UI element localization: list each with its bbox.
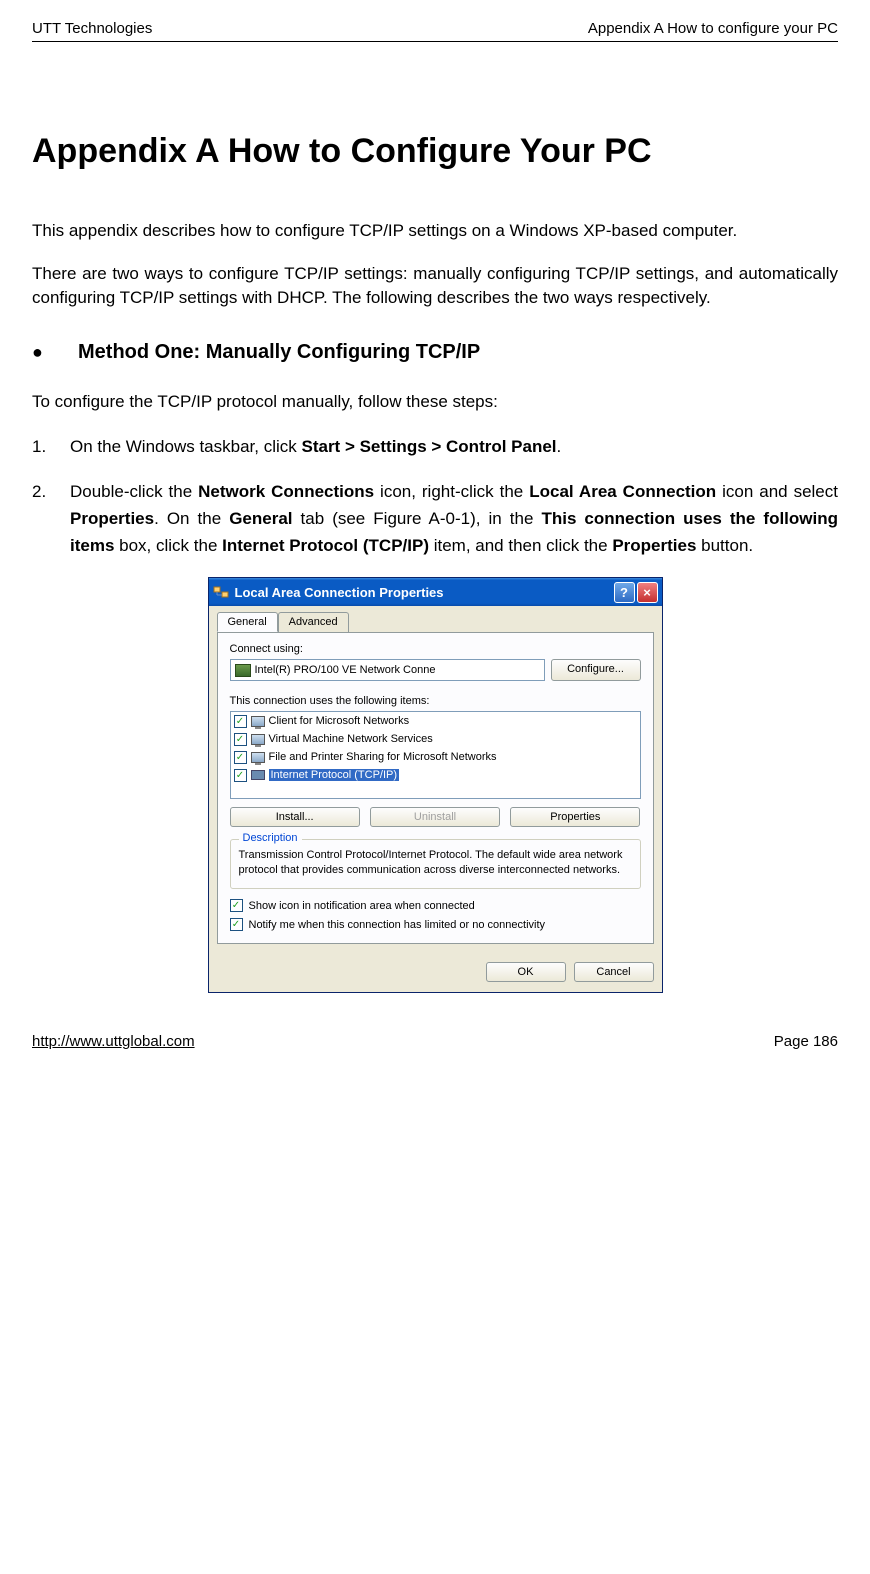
method-title: Method One: Manually Configuring TCP/IP (78, 341, 480, 364)
lead-paragraph: To configure the TCP/IP protocol manuall… (32, 390, 838, 415)
checkbox-icon[interactable]: ✓ (234, 751, 247, 764)
properties-button[interactable]: Properties (510, 807, 640, 827)
nic-icon (235, 664, 251, 677)
intro-paragraph-2: There are two ways to configure TCP/IP s… (32, 262, 838, 311)
dialog-icon (213, 584, 229, 600)
client-icon (250, 713, 266, 729)
dialog-footer: OK Cancel (209, 952, 662, 992)
page-title: Appendix A How to Configure Your PC (32, 132, 838, 171)
xp-properties-dialog: Local Area Connection Properties ? × Gen… (208, 577, 663, 993)
step-number: 2. (32, 478, 70, 560)
checkbox-label: Show icon in notification area when conn… (249, 900, 475, 912)
item-buttons: Install... Uninstall Properties (230, 807, 641, 827)
text: icon, right-click the (374, 482, 529, 501)
configure-button[interactable]: Configure... (551, 659, 641, 681)
list-item[interactable]: ✓ Virtual Machine Network Services (231, 730, 640, 748)
text: On the Windows taskbar, click (70, 437, 301, 456)
list-item[interactable]: ✓ File and Printer Sharing for Microsoft… (231, 748, 640, 766)
adapter-name: Intel(R) PRO/100 VE Network Conne (255, 664, 436, 676)
footer-page-number: Page 186 (774, 1033, 838, 1050)
bold-text: Local Area Connection (529, 482, 716, 501)
footer-url[interactable]: http://www.uttglobal.com (32, 1033, 195, 1050)
dialog-body: General Advanced Connect using: Intel(R)… (209, 606, 662, 952)
help-button[interactable]: ? (614, 582, 635, 603)
protocol-icon (250, 767, 266, 783)
ok-button[interactable]: OK (486, 962, 566, 982)
checkbox-icon[interactable]: ✓ (230, 918, 243, 931)
description-group: Description Transmission Control Protoco… (230, 839, 641, 889)
bold-text: General (229, 509, 292, 528)
items-label: This connection uses the following items… (230, 695, 641, 707)
header-left: UTT Technologies (32, 20, 152, 37)
close-button[interactable]: × (637, 582, 658, 603)
dialog-titlebar[interactable]: Local Area Connection Properties ? × (209, 578, 662, 606)
notify-checkbox-row[interactable]: ✓ Notify me when this connection has lim… (230, 918, 641, 931)
bold-text: Properties (70, 509, 154, 528)
text: . (557, 437, 562, 456)
tab-general[interactable]: General (217, 612, 278, 632)
checkbox-icon[interactable]: ✓ (234, 715, 247, 728)
dialog-title: Local Area Connection Properties (235, 585, 612, 600)
text: icon and select (716, 482, 838, 501)
bold-text: Properties (612, 536, 696, 555)
step-body: Double-click the Network Connections ico… (70, 478, 838, 560)
show-icon-checkbox-row[interactable]: ✓ Show icon in notification area when co… (230, 899, 641, 912)
service-icon (250, 749, 266, 765)
text: item, and then click the (429, 536, 612, 555)
text: Double-click the (70, 482, 198, 501)
checkbox-icon[interactable]: ✓ (234, 733, 247, 746)
list-item-selected[interactable]: ✓ Internet Protocol (TCP/IP) (231, 766, 640, 784)
intro-paragraph-1: This appendix describes how to configure… (32, 219, 838, 244)
step-2: 2. Double-click the Network Connections … (32, 478, 838, 560)
method-heading: ● Method One: Manually Configuring TCP/I… (32, 341, 838, 364)
items-listbox[interactable]: ✓ Client for Microsoft Networks ✓ Virtua… (230, 711, 641, 799)
step-number: 1. (32, 433, 70, 460)
tab-panel-general: Connect using: Intel(R) PRO/100 VE Netwo… (217, 632, 654, 944)
header-right: Appendix A How to configure your PC (588, 20, 838, 37)
item-label: Virtual Machine Network Services (269, 733, 433, 745)
text: tab (see Figure A-0-1), in the (293, 509, 542, 528)
text: box, click the (114, 536, 222, 555)
checkbox-label: Notify me when this connection has limit… (249, 919, 546, 931)
checkbox-icon[interactable]: ✓ (234, 769, 247, 782)
item-label: Internet Protocol (TCP/IP) (269, 769, 400, 781)
page-header: UTT Technologies Appendix A How to confi… (32, 20, 838, 42)
list-item[interactable]: ✓ Client for Microsoft Networks (231, 712, 640, 730)
bold-text: Internet Protocol (TCP/IP) (222, 536, 429, 555)
bold-text: Start > Settings > Control Panel (301, 437, 556, 456)
cancel-button[interactable]: Cancel (574, 962, 654, 982)
tab-strip: General Advanced (217, 612, 654, 633)
item-label: File and Printer Sharing for Microsoft N… (269, 751, 497, 763)
adapter-row: Intel(R) PRO/100 VE Network Conne Config… (230, 659, 641, 681)
adapter-field[interactable]: Intel(R) PRO/100 VE Network Conne (230, 659, 545, 681)
uninstall-button: Uninstall (370, 807, 500, 827)
item-label: Client for Microsoft Networks (269, 715, 410, 727)
text: . On the (154, 509, 229, 528)
step-1: 1. On the Windows taskbar, click Start >… (32, 433, 838, 460)
page-footer: http://www.uttglobal.com Page 186 (32, 1033, 838, 1050)
service-icon (250, 731, 266, 747)
bold-text: Network Connections (198, 482, 374, 501)
text: button. (696, 536, 753, 555)
step-body: On the Windows taskbar, click Start > Se… (70, 433, 838, 460)
bullet-icon: ● (32, 342, 78, 363)
tab-advanced[interactable]: Advanced (278, 612, 349, 632)
group-title: Description (239, 832, 302, 844)
install-button[interactable]: Install... (230, 807, 360, 827)
connect-using-label: Connect using: (230, 643, 641, 655)
page: UTT Technologies Appendix A How to confi… (0, 0, 870, 1070)
checkbox-icon[interactable]: ✓ (230, 899, 243, 912)
description-text: Transmission Control Protocol/Internet P… (239, 848, 632, 878)
